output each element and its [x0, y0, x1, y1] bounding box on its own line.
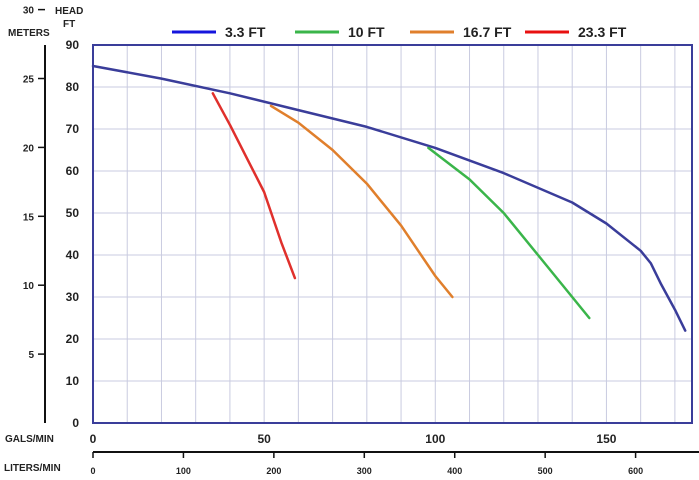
head-ft-tick-label: 50: [66, 206, 80, 220]
grid: [93, 45, 692, 423]
head-ft-tick-label: 10: [66, 374, 80, 388]
series-line-3: [269, 104, 454, 299]
meters-tick-label: 5: [28, 350, 34, 361]
gals-min-axis-title: GALS/MIN: [5, 434, 54, 445]
series-line-1: [91, 64, 687, 332]
liters-min-tick-label: 300: [357, 466, 372, 476]
meters-tick-label: 10: [23, 281, 35, 292]
head-axis-title-line1: HEAD: [55, 6, 83, 17]
legend-label: 23.3 FT: [578, 24, 627, 40]
liters-min-tick-label: 500: [538, 466, 553, 476]
head-ft-tick-label: 90: [66, 38, 80, 52]
head-ft-ticks: 0 10 20 30 40 50 60 70 80 90: [66, 38, 80, 430]
meters-ticks: 5 10 15 20 25 30: [23, 6, 45, 361]
gals-min-tick-label: 100: [425, 432, 445, 446]
liters-min-tick-label: 200: [266, 466, 281, 476]
gals-min-tick-label: 150: [596, 432, 616, 446]
series-line-4: [211, 92, 297, 280]
liters-min-tick-label: 600: [628, 466, 643, 476]
meters-tick-label: 25: [23, 75, 35, 86]
head-ft-tick-label: 40: [66, 248, 80, 262]
series-layer: [91, 64, 687, 332]
meters-tick-label: 30: [23, 6, 35, 17]
head-ft-tick-label: 80: [66, 80, 80, 94]
plot-frame: [92, 44, 693, 424]
head-ft-tick-label: 60: [66, 164, 80, 178]
legend-label: 16.7 FT: [463, 24, 512, 40]
head-axis-title-line2: FT: [63, 19, 75, 30]
head-ft-tick-label: 0: [72, 416, 79, 430]
head-ft-tick-label: 70: [66, 122, 80, 136]
liters-min-ticks: 0 100 200 300 400 500 600: [90, 452, 643, 476]
head-ft-tick-label: 30: [66, 290, 80, 304]
meters-tick-label: 15: [23, 212, 35, 223]
gals-min-tick-label: 50: [257, 432, 271, 446]
meters-axis-title: METERS: [8, 28, 50, 39]
legend-label: 10 FT: [348, 24, 385, 40]
liters-min-tick-label: 100: [176, 466, 191, 476]
gals-min-ticks: 0 50 100 150: [90, 432, 617, 446]
liters-min-tick-label: 400: [447, 466, 462, 476]
meters-tick-label: 20: [23, 143, 35, 154]
liters-min-axis-title: LITERS/MIN: [4, 463, 61, 474]
legend-label: 3.3 FT: [225, 24, 266, 40]
legend: 3.3 FT 10 FT 16.7 FT 23.3 FT: [172, 24, 627, 40]
liters-min-tick-label: 0: [90, 466, 95, 476]
series-line-2: [427, 146, 591, 320]
head-ft-tick-label: 20: [66, 332, 80, 346]
gals-min-tick-label: 0: [90, 432, 97, 446]
